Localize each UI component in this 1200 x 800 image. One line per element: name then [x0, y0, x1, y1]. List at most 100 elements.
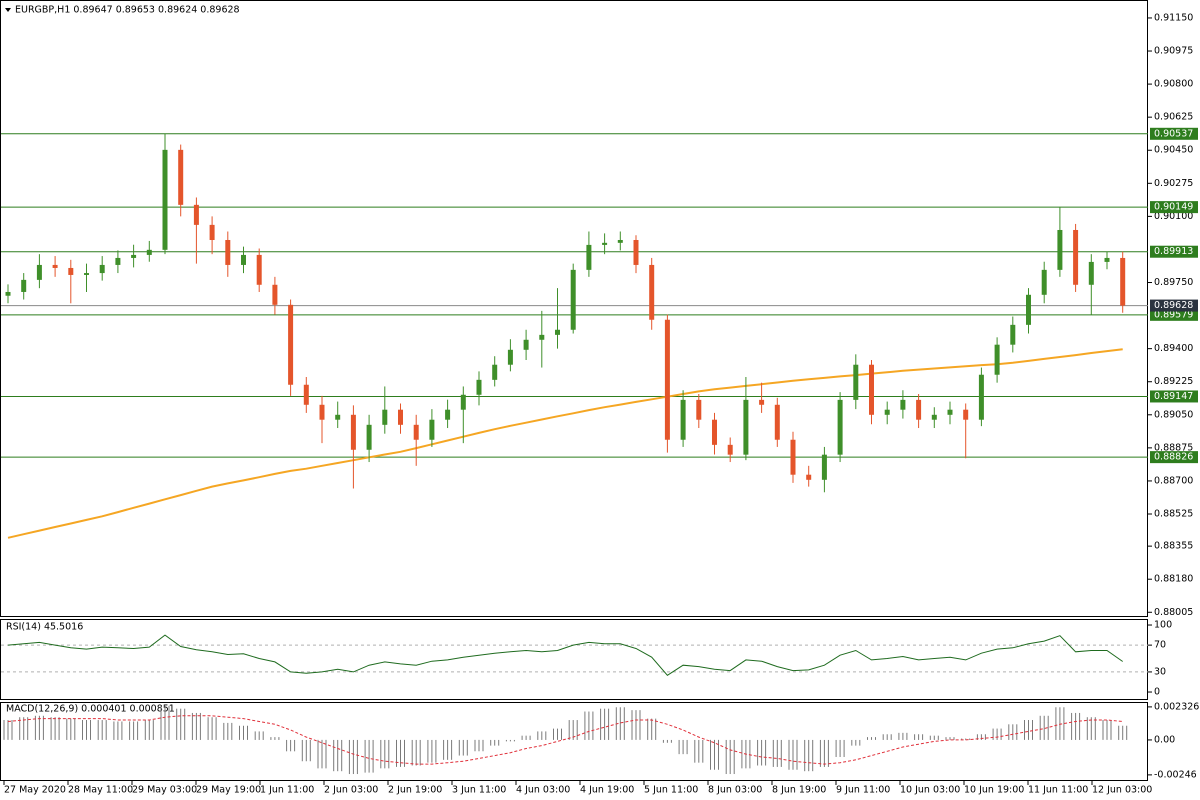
candle-body: [900, 399, 906, 410]
x-tick-label: 9 Jun 11:00: [836, 785, 890, 796]
candle-body: [178, 149, 184, 205]
y-tick-label: 0.90625: [1154, 112, 1193, 123]
candle-body: [602, 242, 608, 245]
candle-body: [523, 339, 529, 350]
candle-body: [272, 284, 278, 305]
y-tick-label: 0.002326: [1154, 701, 1199, 712]
x-tick-label: 10 Jun 19:00: [964, 785, 1024, 796]
candle-body: [21, 279, 27, 292]
candle-body: [256, 254, 262, 285]
candle-body: [115, 257, 121, 265]
candle-body: [507, 349, 513, 365]
x-tick-label: 28 May 11:00: [68, 785, 133, 796]
candle-body: [5, 291, 11, 296]
level-label-box: [1150, 127, 1198, 140]
y-tick-label: 0.88355: [1154, 541, 1193, 552]
candle-body: [884, 409, 890, 415]
rsi-title: RSI(14) 45.5016: [6, 622, 83, 633]
candle-body: [947, 409, 953, 415]
chart-title: EURGBP,H1 0.89647 0.89653 0.89624 0.8962…: [15, 5, 240, 16]
y-tick-label: 0.89400: [1154, 343, 1193, 354]
candle-body: [350, 414, 356, 450]
candle-body: [649, 264, 655, 320]
candle-body: [382, 409, 388, 425]
moving-average-line: [7, 348, 1123, 539]
candle-body: [36, 264, 42, 280]
level-label: 0.89147: [1154, 391, 1193, 402]
y-tick-label: 0.00: [1154, 734, 1175, 745]
x-tick-label: 1 Jun 11:00: [260, 785, 314, 796]
candle-body: [633, 239, 639, 265]
x-tick-label: 12 Jun 03:00: [1092, 785, 1152, 796]
x-tick-label: 29 May 03:00: [132, 785, 197, 796]
rsi-panel-frame: [0, 619, 1148, 700]
candle-body: [1010, 324, 1016, 345]
candle-body: [586, 244, 592, 270]
candle-body: [1073, 229, 1079, 285]
x-tick-label: 27 May 2020: [4, 785, 66, 796]
level-label-box: [1150, 308, 1198, 321]
candle-body: [398, 409, 403, 425]
candle-body: [790, 439, 796, 475]
candle-body: [335, 414, 341, 420]
signal-line: [7, 715, 1123, 765]
rsi-line: [7, 634, 1123, 676]
y-tick-label: 100: [1154, 620, 1172, 631]
y-tick-label: 0.90800: [1154, 79, 1193, 90]
candle-body: [664, 319, 670, 440]
candle-body: [146, 249, 152, 255]
y-tick-label: 0.90100: [1154, 211, 1193, 222]
x-tick-label: 4 Jun 19:00: [580, 785, 634, 796]
y-tick-label: 0.88180: [1154, 574, 1193, 585]
candle-body: [821, 454, 827, 480]
y-tick-label: 0.90975: [1154, 46, 1193, 57]
candle-body: [209, 224, 215, 240]
level-label: 0.89913: [1154, 246, 1193, 257]
candle-body: [303, 384, 309, 405]
candle-body: [319, 404, 325, 420]
candle-body: [288, 304, 294, 385]
current-price-box: [1150, 299, 1198, 312]
macd-panel-frame: [0, 702, 1148, 781]
candle-body: [84, 273, 89, 275]
candle-body: [225, 239, 231, 265]
candle-body: [1057, 229, 1063, 270]
candle-body: [994, 344, 1000, 375]
candle-body: [570, 269, 576, 330]
candle-body: [539, 334, 545, 340]
candle-body: [99, 264, 105, 274]
x-tick-label: 10 Jun 03:00: [900, 785, 960, 796]
candle-body: [492, 364, 498, 380]
y-tick-label: 0.91150: [1154, 12, 1193, 23]
candle-body: [429, 419, 435, 440]
y-tick-label: 0.90275: [1154, 178, 1193, 189]
y-tick-label: 0: [1154, 687, 1160, 698]
level-label: 0.90537: [1154, 128, 1193, 139]
y-tick-label: 0.88700: [1154, 475, 1193, 486]
y-tick-label: 0.89050: [1154, 409, 1193, 420]
candle-body: [853, 364, 859, 400]
x-tick-label: 8 Jun 03:00: [708, 785, 762, 796]
x-tick-label: 5 Jun 11:00: [644, 785, 698, 796]
candle-body: [162, 149, 168, 250]
candle-body: [727, 444, 733, 455]
candle-body: [837, 399, 843, 455]
candle-body: [806, 474, 812, 480]
y-tick-label: 0.88005: [1154, 607, 1193, 618]
candle-body: [52, 264, 58, 268]
candle-body: [1041, 269, 1047, 295]
candle-body: [1104, 257, 1110, 262]
candle-body: [680, 399, 686, 440]
x-tick-label: 29 May 19:00: [196, 785, 261, 796]
menu-arrow-icon[interactable]: [5, 8, 11, 12]
candle-body: [743, 399, 749, 455]
candle-body: [931, 414, 937, 420]
level-label-box: [1150, 451, 1198, 464]
x-tick-label: 8 Jun 19:00: [772, 785, 826, 796]
candle-body: [193, 204, 199, 225]
candle-body: [916, 399, 922, 420]
candle-body: [413, 424, 419, 440]
candle-body: [445, 409, 451, 420]
